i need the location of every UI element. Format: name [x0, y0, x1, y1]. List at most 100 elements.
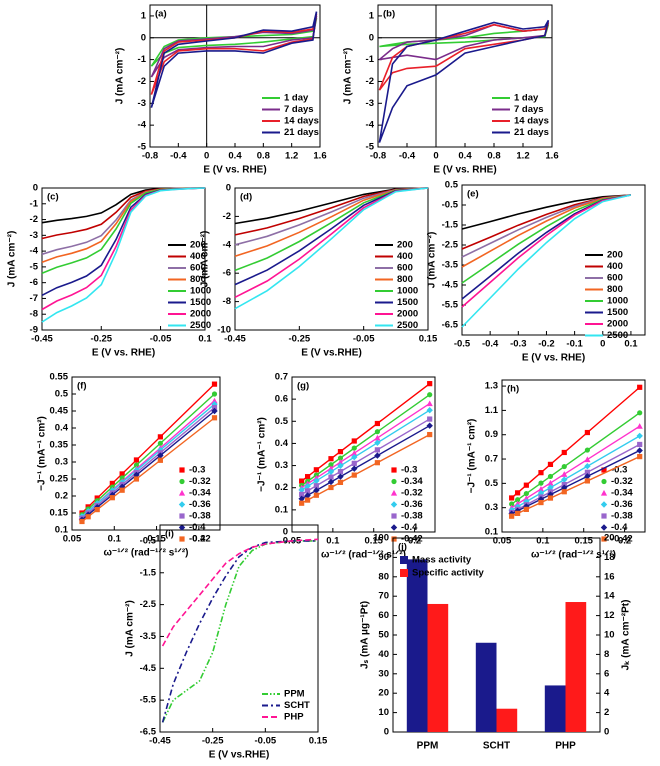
x-tick-label: -0.25 [202, 736, 224, 747]
y2-tick-label: 4 [604, 688, 610, 699]
point [327, 465, 335, 472]
point [374, 447, 380, 453]
point [561, 471, 568, 477]
legend-label: 600 [190, 263, 206, 274]
point [426, 422, 433, 429]
point [328, 484, 334, 491]
legend-swatch [178, 524, 186, 531]
legend-swatch [600, 501, 608, 508]
legend-label: 2500 [607, 330, 628, 341]
y-tick-label: 100 [373, 533, 389, 544]
y2-tick-label: 14 [604, 591, 615, 602]
y-axis-title: J (mA cm⁻²) [343, 48, 354, 105]
x-tick-label: 0.15 [364, 536, 383, 547]
y-axis-title: −J⁻¹ (mA⁻¹ cm²) [257, 417, 268, 492]
x-tick-label: 0.15 [419, 334, 438, 345]
point [79, 518, 85, 525]
curve [461, 194, 632, 308]
y2-tick-label: 8 [604, 649, 609, 660]
x-tick-label: 0.05 [493, 536, 512, 547]
point [119, 475, 125, 481]
legend-label: -0.36 [611, 499, 633, 510]
legend-label: 200 [607, 250, 623, 261]
legend-label: 21 days [284, 127, 319, 138]
legend-swatch [400, 569, 408, 577]
x-tick-label: 0.2 [618, 536, 631, 547]
legend-label: Mass activity [412, 555, 472, 566]
y-tick-label: 90 [378, 552, 389, 563]
x-tick-label: -0.1 [566, 339, 583, 350]
y-tick-label: -4 [223, 239, 232, 250]
point [561, 449, 567, 456]
y-tick-label: 40 [378, 649, 389, 660]
point [313, 492, 319, 498]
point [351, 453, 358, 461]
legend-label: 1000 [397, 286, 418, 297]
y-axis-title: Jₛ (mA μg⁻¹Pt) [360, 601, 371, 669]
legend-label: 14 days [514, 116, 549, 127]
legend-label: 800 [397, 274, 413, 285]
plot-frame [291, 376, 436, 533]
point [515, 490, 521, 496]
x-tick-label: -0.4 [482, 339, 499, 350]
y-tick-label: -5 [366, 142, 375, 153]
y-tick-label: 0.3 [55, 457, 68, 468]
y-tick-label: 20 [378, 688, 389, 699]
y-tick-label: 0 [141, 32, 146, 43]
point [547, 495, 554, 501]
point [351, 438, 357, 444]
x-tick-label: 1.6 [313, 151, 326, 162]
x-tick-label: -0.05 [150, 334, 172, 345]
y-tick-label: -1.5 [140, 567, 157, 578]
legend-swatch [179, 467, 185, 473]
point [211, 381, 218, 387]
point [328, 474, 334, 480]
legend-label: 14 days [284, 116, 319, 127]
x-tick-label: 0.05 [63, 534, 82, 545]
y-tick-label: -6.5 [140, 727, 157, 738]
point [427, 381, 433, 387]
bar [475, 642, 497, 732]
y-tick-label: -4.5 [140, 663, 157, 674]
plot-frame [41, 187, 206, 331]
y2-tick-label: 18 [604, 552, 615, 563]
point [304, 492, 311, 499]
point [636, 447, 643, 454]
y-tick-label: 30 [378, 668, 389, 679]
point [523, 490, 529, 497]
x-tick-label: -0.8 [142, 151, 158, 162]
point [211, 391, 218, 397]
curve [150, 11, 318, 108]
curve [378, 19, 550, 143]
y-tick-label: -2.5 [442, 240, 459, 251]
x-tick-label: 0.15 [309, 736, 328, 747]
legend-label: 1000 [607, 296, 628, 307]
y-tick-label: -7 [30, 293, 38, 304]
y-tick-label: 0.6 [275, 394, 288, 405]
point [337, 468, 344, 475]
fit-line [301, 433, 431, 504]
y-tick-label: 0 [369, 32, 374, 43]
point [547, 461, 554, 467]
legend-label: -0.34 [189, 488, 211, 499]
point [337, 459, 344, 465]
panel: (a) 1 0 -1 -2 -3 -4 -5 J (mA cm⁻²) -0.8 -0.4 0 0.4 0.… [115, 4, 327, 176]
x-tick-label: 0.2 [192, 534, 205, 545]
legend-label: -0.3 [401, 465, 417, 476]
legend-swatch [601, 467, 607, 473]
y-tick-label: 0.7 [275, 372, 288, 383]
y-tick-label: 0.1 [55, 525, 69, 536]
panel: (e) 0.5 -0.5 -1.5 -2.5 -3.5 -4.5 -5.5 -6.5 J (mA … [427, 180, 646, 364]
legend-swatch [390, 489, 398, 496]
plot-frame [71, 376, 221, 531]
x-axis-title: E (V vs. RHE) [92, 348, 155, 359]
x-axis-title: E (V vs.RHE) [209, 750, 270, 761]
legend-label: 400 [397, 251, 413, 262]
legend-swatch [601, 536, 607, 542]
y-tick-label: -5.5 [442, 300, 459, 311]
y-tick-label: -10 [217, 325, 231, 336]
legend-label: -0.36 [401, 499, 423, 510]
bar [544, 685, 566, 732]
point [523, 506, 529, 512]
legend-swatch [178, 501, 186, 508]
